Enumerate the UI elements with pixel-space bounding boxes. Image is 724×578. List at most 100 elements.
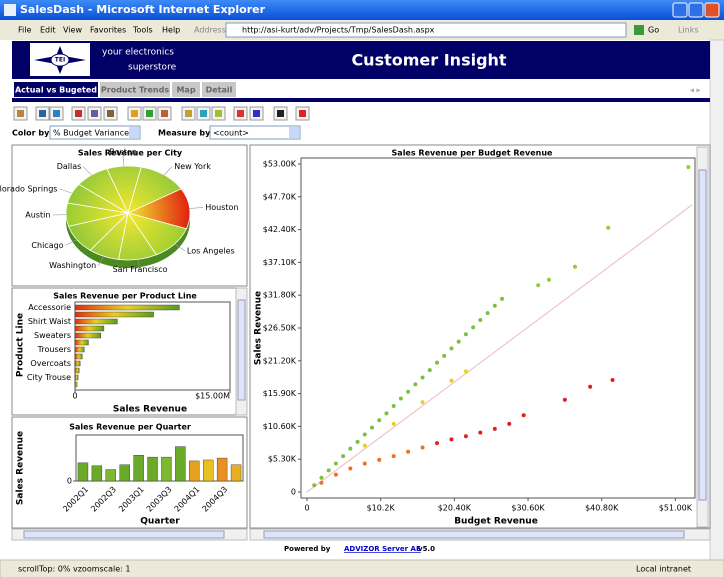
menu-item[interactable]: Edit <box>40 26 56 35</box>
x-tick-label: 0 <box>304 504 309 513</box>
bar <box>175 446 186 482</box>
scatter-point <box>391 403 396 408</box>
slice-label: Los Angeles <box>187 246 235 255</box>
tab-scroll[interactable]: ◂ ▸ <box>690 86 701 95</box>
x-tick-label: $51.00K <box>659 504 693 513</box>
scatter-point <box>362 461 367 466</box>
color-by-value: % Budget Variance <box>53 129 129 138</box>
scatter-point <box>463 332 468 337</box>
scatter-point <box>463 434 468 439</box>
page-scrollbar[interactable] <box>709 39 724 561</box>
chart-title: Sales Revenue per Quarter <box>69 423 191 432</box>
menu-item[interactable]: Tools <box>132 26 153 35</box>
leader-line <box>122 155 125 167</box>
tab[interactable] <box>14 82 98 97</box>
scatter-point <box>413 382 418 387</box>
toolbar-icon <box>53 110 60 117</box>
menu-item[interactable]: Help <box>162 26 180 35</box>
title-bar <box>0 0 724 20</box>
scatter-point <box>355 439 360 444</box>
close-button[interactable] <box>704 2 720 18</box>
address-box[interactable] <box>225 22 627 38</box>
scatter-point <box>471 325 476 330</box>
scatter-point <box>449 437 454 442</box>
slice-label: San Francisco <box>113 265 168 274</box>
logo-text: TEI <box>55 57 65 64</box>
slice-label: New York <box>174 162 211 171</box>
slice-label: Chicago <box>31 241 63 250</box>
bar <box>74 381 78 388</box>
color-by-select[interactable] <box>49 125 141 140</box>
toolbar-icon <box>277 110 284 117</box>
menu-item[interactable]: View <box>63 26 82 35</box>
bar <box>147 456 158 482</box>
tagline: superstore <box>128 63 177 73</box>
toolbar-icon <box>200 110 207 117</box>
tab-label: Actual vs Bugeted <box>15 86 97 95</box>
slice-label: Washington <box>49 261 96 270</box>
maximize-button[interactable] <box>688 2 704 18</box>
menu-item[interactable]: Favorites <box>90 26 126 35</box>
scatter-point <box>391 454 396 459</box>
chart-title: Sales Revenue per Budget Revenue <box>392 149 553 158</box>
tab-label: Product Trends <box>101 86 169 95</box>
y-tick-label: $10.60K <box>263 422 297 431</box>
scatter-point <box>435 441 440 446</box>
scatter-point <box>312 483 317 488</box>
address-label: Address <box>194 26 226 35</box>
toolbar-icon <box>146 110 153 117</box>
y-tick-label: $53.00K <box>263 160 297 169</box>
slice-label: Colorado Springs <box>0 184 57 193</box>
scroll-thumb[interactable] <box>23 530 225 539</box>
toolbar-icon <box>161 110 168 117</box>
bar <box>230 464 242 482</box>
scatter-point <box>521 413 526 418</box>
scatter-point <box>686 165 691 170</box>
product-link[interactable]: ADVIZOR Server AE <box>344 545 421 553</box>
bar <box>74 332 102 339</box>
y-axis-label: Sales Revenue <box>254 291 264 365</box>
app-icon <box>4 4 16 16</box>
bar <box>91 465 103 482</box>
scatter-point <box>546 277 551 282</box>
scroll-thumb[interactable] <box>237 299 246 401</box>
tab[interactable] <box>100 82 170 97</box>
bar <box>74 304 180 311</box>
scatter-point <box>442 353 447 358</box>
minimize-button[interactable] <box>672 2 688 18</box>
scatter-point <box>348 466 353 471</box>
menu-item[interactable]: File <box>18 26 31 35</box>
x-tick-label: $10.2K <box>367 504 396 513</box>
scatter-point <box>485 311 490 316</box>
scroll-thumb[interactable] <box>698 169 707 501</box>
color-by-label: Color by: <box>12 129 52 138</box>
scatter-point <box>362 443 367 448</box>
y-tick-label: Overcoats <box>30 359 71 368</box>
bar <box>216 457 228 482</box>
bar <box>77 462 89 482</box>
plot-frame <box>75 434 244 482</box>
scatter-point <box>341 454 346 459</box>
status-text: scrollTop: 0% vzoomscale: 1 <box>18 565 130 574</box>
y-tick-label: Trousers <box>37 345 71 354</box>
scatter-point <box>370 425 375 430</box>
go-label: Go <box>648 26 659 35</box>
y-tick-label: $42.40K <box>263 225 297 234</box>
chart-title: Sales Revenue per City <box>78 149 183 158</box>
bar <box>74 325 105 332</box>
x-tick-label: $40.80K <box>585 504 619 513</box>
tab[interactable] <box>172 82 200 97</box>
y-axis-label: Product Line <box>16 313 26 377</box>
y-tick-label: $21.20K <box>263 356 297 365</box>
chart-title: Sales Revenue per Product Line <box>53 292 197 301</box>
trend-line <box>306 204 693 493</box>
x-axis-label: Quarter <box>140 517 180 527</box>
measure-by-select[interactable] <box>209 125 301 140</box>
scatter-point <box>492 426 497 431</box>
scatter-point <box>435 360 440 365</box>
tab[interactable] <box>202 82 236 97</box>
scroll-thumb[interactable] <box>263 530 685 539</box>
tab-label: Map <box>176 86 195 95</box>
scatter-point <box>478 430 483 435</box>
